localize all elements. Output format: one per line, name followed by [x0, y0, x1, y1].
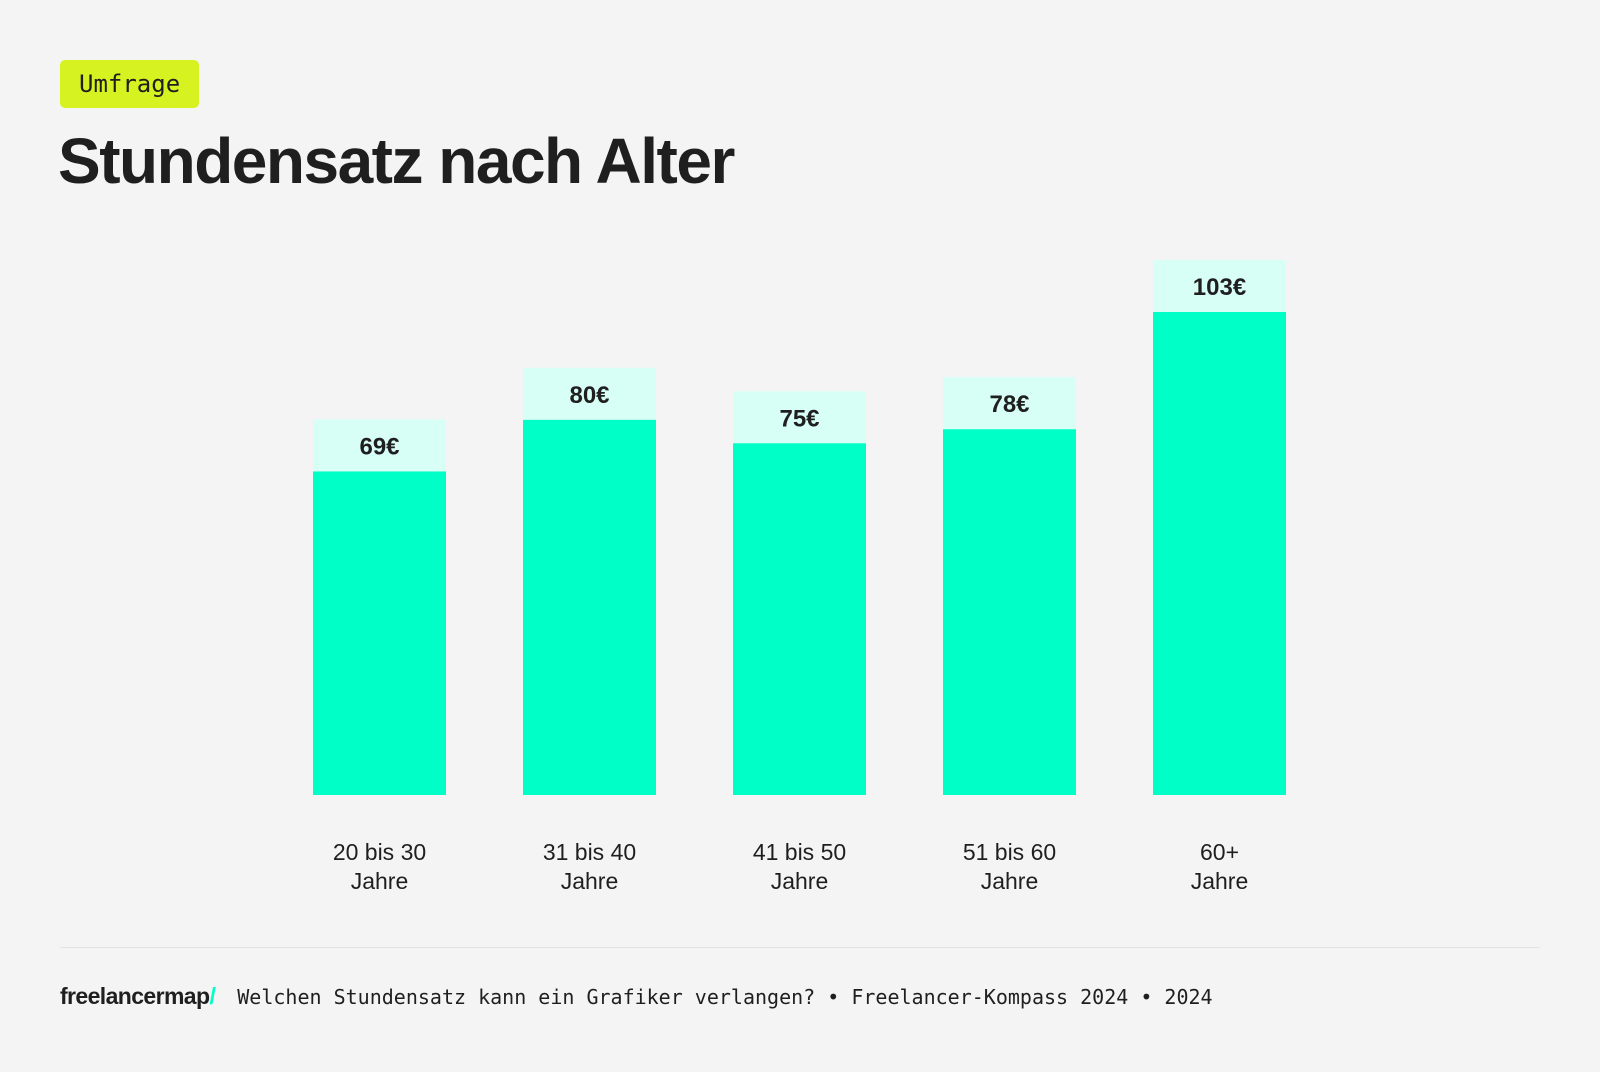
bar-value-label: 78€ [989, 391, 1029, 418]
x-tick-label: Jahre [771, 868, 829, 894]
source-note: Welchen Stundensatz kann ein Grafiker ve… [237, 984, 1213, 1009]
bar-value-label: 103€ [1193, 274, 1246, 301]
logo-slash-mark: / [209, 983, 216, 1009]
survey-tag: Umfrage [60, 60, 200, 108]
x-tick-label: 31 bis 40 [543, 839, 636, 865]
bar-value-label-box [313, 419, 446, 472]
bar [733, 443, 866, 795]
chart-title: Stundensatz nach Alter [58, 125, 735, 197]
bar-value-label-box [943, 377, 1076, 430]
bar-value-label: 75€ [779, 405, 819, 432]
bar-value-label-box [523, 367, 656, 420]
bar [313, 471, 446, 795]
freelancermap-logo[interactable]: freelancermap/ [60, 983, 216, 1010]
x-tick-label: 20 bis 30 [333, 839, 426, 865]
bar [523, 419, 656, 795]
bar-chart: 69€ 20 bis 30 Jahre 80€ 31 bis 40 Jahre 75€ 41 … [313, 260, 1286, 894]
x-tick-label: Jahre [981, 868, 1039, 894]
x-tick-label: Jahre [351, 868, 409, 894]
x-tick-label: 41 bis 50 [753, 839, 846, 865]
bar-value-label-box [1153, 260, 1286, 312]
logo-text: freelancermap [60, 983, 210, 1009]
x-tick-label: 60+ [1200, 839, 1239, 865]
bar-value-label-box [733, 391, 866, 444]
bar-value-label: 69€ [359, 433, 399, 460]
x-tick-label: Jahre [1191, 868, 1249, 894]
bar [943, 429, 1076, 795]
bar-value-label: 80€ [569, 382, 609, 409]
footer: freelancermap/ Welchen Stundensatz kann … [60, 983, 1213, 1010]
footer-divider [60, 947, 1540, 948]
bar [1153, 312, 1286, 795]
x-tick-label: Jahre [561, 868, 619, 894]
x-tick-label: 51 bis 60 [963, 839, 1056, 865]
